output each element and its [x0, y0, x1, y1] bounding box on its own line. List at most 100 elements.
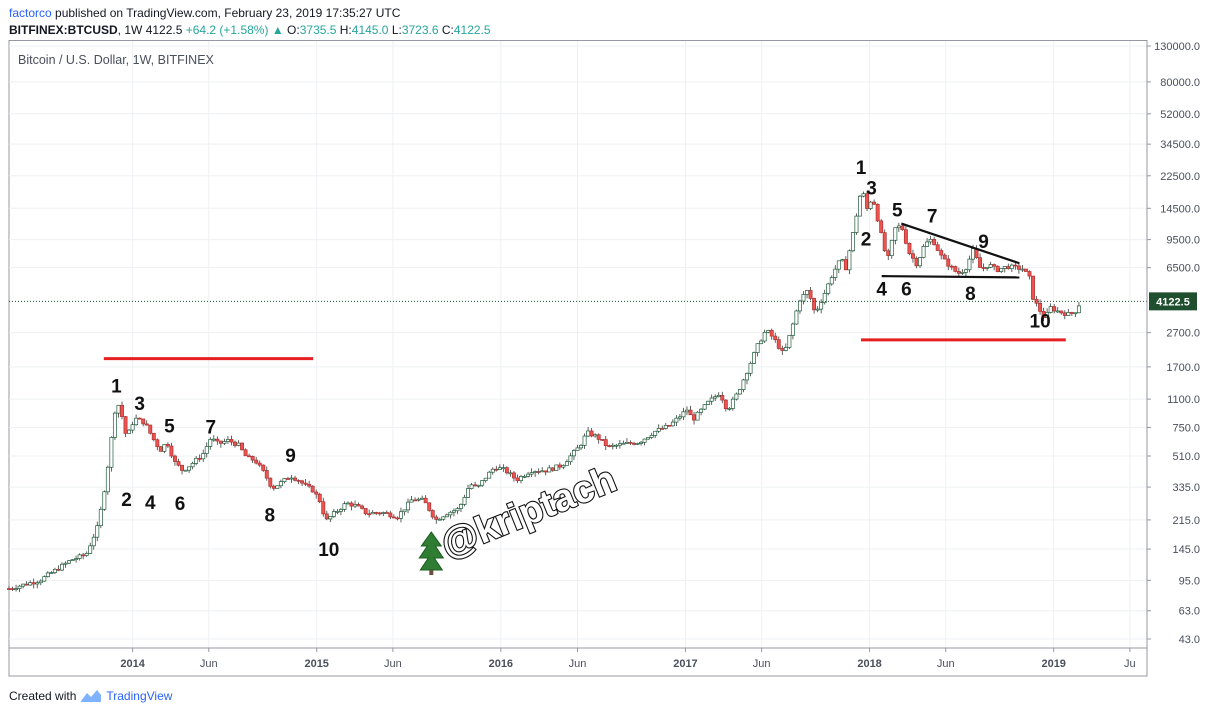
candle-up — [60, 563, 64, 571]
candle-up — [42, 576, 47, 582]
candle-up — [748, 362, 753, 374]
candle-down — [886, 250, 891, 256]
candle-up — [194, 457, 199, 464]
candle-up — [798, 300, 802, 312]
candle-down — [550, 467, 555, 471]
wave-label: 3 — [866, 178, 877, 199]
footer: Created with TradingView — [9, 689, 172, 703]
price-chart[interactable]: Bitcoin / U.S. Dollar, 1W, BITFINEX 1234… — [0, 40, 1219, 684]
candle-down — [155, 439, 160, 448]
candle-up — [28, 582, 33, 586]
time-tick-label: 2017 — [673, 658, 697, 670]
candle-up — [95, 525, 100, 538]
open-label: O: — [287, 23, 300, 37]
candle-down — [240, 442, 245, 451]
candle-up — [745, 372, 749, 381]
candle-down — [865, 193, 870, 209]
candle-up — [971, 248, 975, 260]
tradingview-brand-link[interactable]: TradingView — [106, 689, 173, 703]
candle-up — [730, 398, 735, 409]
candle-up — [201, 453, 206, 460]
candle-up — [653, 430, 658, 436]
candle-up — [741, 379, 746, 390]
candle-up — [674, 417, 679, 423]
candle-up — [127, 429, 132, 434]
candle-down — [81, 554, 86, 557]
candle-down — [324, 513, 329, 520]
candle-down — [173, 455, 177, 462]
candle-up — [416, 498, 421, 501]
price-tick-label: 510.0 — [1172, 451, 1200, 463]
high-value: 4145.0 — [351, 23, 389, 37]
candle-up — [328, 516, 333, 520]
created-with-label: Created with — [9, 689, 77, 703]
price-tick-label: 130000.0 — [1154, 41, 1200, 53]
candle-down — [374, 512, 379, 514]
candle-up — [850, 232, 855, 252]
candle-down — [607, 445, 612, 447]
candle-down — [10, 588, 15, 590]
candle-up — [17, 585, 22, 589]
candle-up — [918, 257, 922, 267]
candle-down — [120, 404, 124, 417]
candle-down — [872, 201, 877, 205]
candle-down — [995, 265, 1000, 272]
candle-up — [346, 502, 350, 505]
candle-up — [586, 430, 591, 437]
candle-up — [275, 485, 280, 489]
price-change: +64.2 (+1.58%) — [185, 23, 269, 37]
candle-up — [921, 246, 926, 258]
candle-down — [900, 225, 905, 231]
candle-down — [769, 330, 774, 337]
candle-up — [278, 481, 283, 487]
close-value: 4122.5 — [453, 23, 491, 37]
candle-up — [529, 472, 534, 475]
candle-down — [978, 257, 982, 268]
candle-up — [49, 572, 54, 574]
candle-down — [56, 568, 61, 571]
time-tick-label: Jun — [753, 658, 771, 670]
close-label: C: — [441, 23, 454, 37]
candle-up — [1066, 312, 1071, 316]
candle-down — [307, 483, 312, 487]
candle-down — [144, 423, 149, 426]
candle-up — [836, 260, 841, 270]
candle-down — [197, 457, 202, 460]
time-tick-label: Jun — [937, 658, 955, 670]
candle-up — [52, 568, 57, 573]
low-value: 3723.6 — [401, 23, 439, 37]
candle-up — [338, 509, 343, 512]
candle-up — [695, 411, 700, 421]
candle-up — [1045, 312, 1050, 318]
chart-grid: Bitcoin / U.S. Dollar, 1W, BITFINEX — [8, 40, 1148, 649]
candle-down — [949, 265, 954, 268]
candle-up — [819, 302, 824, 310]
candle-up — [370, 512, 375, 515]
candle-down — [1024, 268, 1028, 272]
candle-up — [526, 473, 531, 477]
candle-up — [610, 444, 615, 447]
candle-up — [353, 504, 357, 507]
candle-up — [699, 408, 704, 413]
candle-down — [628, 441, 633, 444]
candle-up — [734, 393, 739, 400]
candle-down — [1059, 310, 1064, 314]
candle-up — [483, 477, 488, 481]
author-link[interactable]: factorco — [9, 6, 52, 20]
candle-down — [992, 264, 997, 267]
candle-up — [709, 397, 714, 402]
candle-up — [985, 267, 990, 269]
candle-up — [822, 292, 827, 303]
candle-up — [331, 511, 336, 517]
candle-down — [250, 455, 255, 461]
candle-up — [455, 508, 460, 512]
candle-up — [289, 477, 294, 480]
candle-down — [413, 499, 418, 502]
wave-label: 1 — [856, 158, 867, 179]
tree-icon — [418, 531, 445, 576]
wave-label: 10 — [1030, 311, 1051, 332]
candle-up — [762, 332, 767, 342]
candle-down — [875, 203, 880, 222]
candle-up — [656, 428, 661, 432]
candle-up — [420, 497, 425, 500]
